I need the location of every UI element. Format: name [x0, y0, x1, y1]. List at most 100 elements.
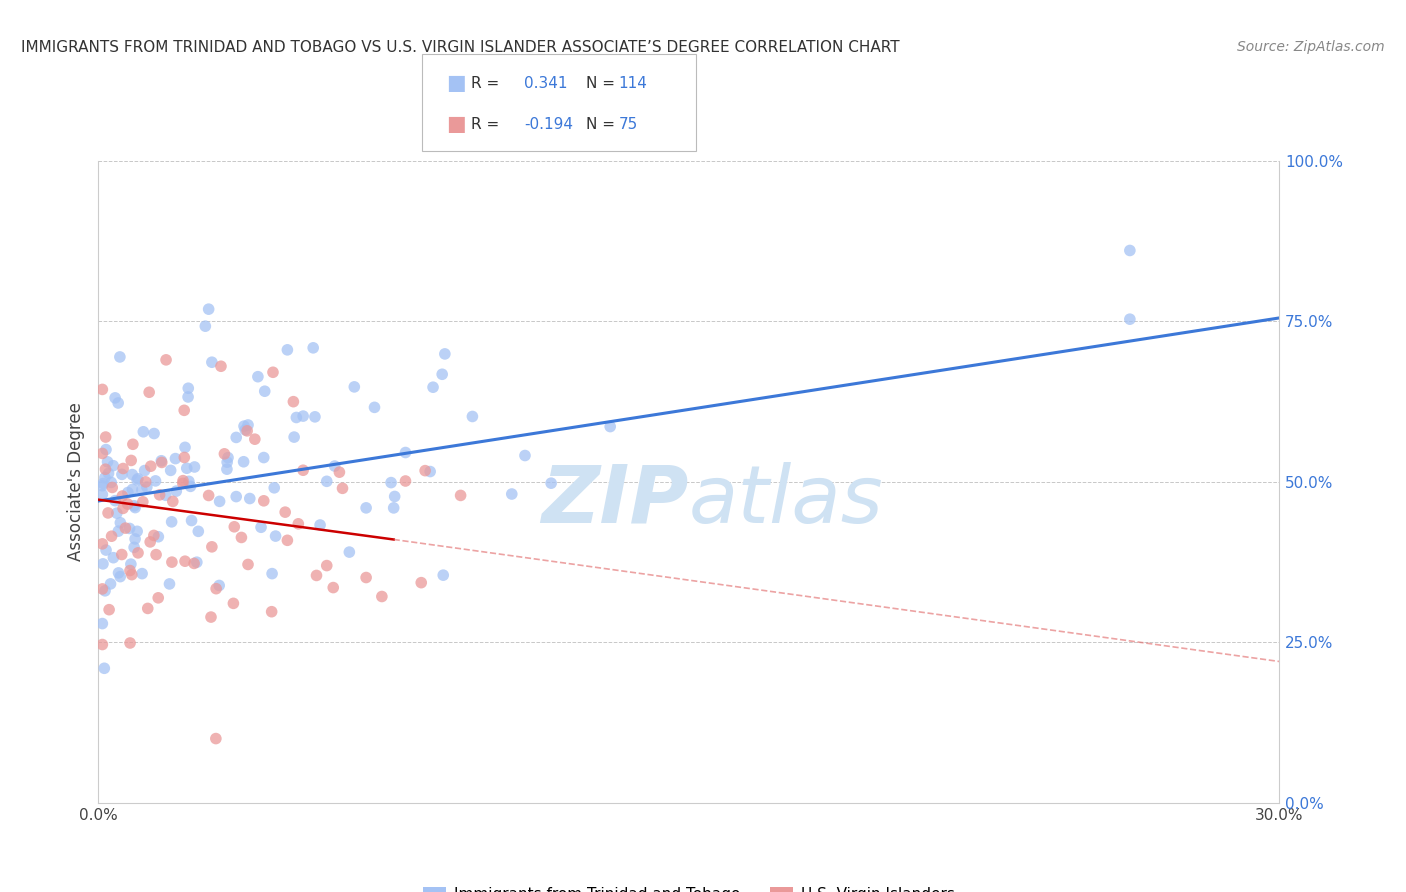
Point: [107, 566, 129, 580]
Point: [174, 554, 197, 568]
Point: [97, 506, 120, 520]
Point: [132, 495, 155, 509]
Text: Source: ZipAtlas.com: Source: ZipAtlas.com: [1237, 40, 1385, 54]
Point: [205, 582, 228, 596]
Point: [91, 446, 114, 460]
Text: ■: ■: [446, 73, 465, 94]
Point: [111, 548, 134, 562]
Point: [173, 403, 195, 417]
Point: [91, 479, 114, 493]
Text: N =: N =: [586, 76, 620, 91]
Point: [103, 458, 125, 473]
Point: [117, 497, 139, 511]
Point: [197, 488, 219, 502]
Point: [91, 616, 114, 631]
Point: [232, 455, 254, 469]
Point: [91, 487, 114, 501]
Point: [112, 501, 135, 516]
Point: [224, 520, 246, 534]
Point: [328, 465, 350, 479]
Point: [380, 475, 402, 490]
Point: [136, 601, 159, 615]
Point: [127, 473, 149, 487]
Point: [139, 459, 162, 474]
Point: [422, 380, 444, 394]
Point: [197, 302, 219, 317]
Point: [177, 381, 200, 395]
Point: [107, 524, 129, 538]
Point: [104, 493, 127, 508]
Point: [176, 461, 198, 475]
Point: [111, 489, 134, 503]
Point: [1119, 312, 1142, 326]
Text: ■: ■: [446, 114, 465, 135]
Point: [215, 462, 238, 476]
Point: [138, 385, 160, 400]
Point: [127, 546, 149, 560]
Point: [150, 454, 173, 468]
Point: [177, 475, 200, 489]
Point: [120, 557, 142, 571]
Text: ZIP: ZIP: [541, 462, 689, 540]
Point: [200, 610, 222, 624]
Point: [304, 409, 326, 424]
Point: [177, 390, 200, 404]
Point: [315, 475, 337, 489]
Point: [110, 569, 132, 583]
Text: N =: N =: [586, 117, 620, 132]
Point: [105, 506, 128, 520]
Text: -0.194: -0.194: [524, 117, 574, 132]
Point: [91, 638, 114, 652]
Point: [186, 555, 208, 569]
Point: [91, 582, 114, 596]
Point: [100, 529, 122, 543]
Point: [305, 568, 328, 582]
Point: [263, 481, 285, 495]
Point: [283, 430, 305, 444]
Point: [165, 484, 187, 499]
Text: IMMIGRANTS FROM TRINIDAD AND TOBAGO VS U.S. VIRGIN ISLANDER ASSOCIATE’S DEGREE C: IMMIGRANTS FROM TRINIDAD AND TOBAGO VS U…: [21, 40, 900, 55]
Point: [165, 451, 187, 466]
Point: [501, 487, 523, 501]
Y-axis label: Associate's Degree: Associate's Degree: [67, 402, 86, 561]
Point: [384, 490, 406, 504]
Point: [143, 426, 166, 441]
Point: [419, 465, 441, 479]
Point: [132, 425, 155, 439]
Point: [285, 410, 308, 425]
Point: [159, 463, 181, 477]
Text: atlas: atlas: [689, 462, 884, 540]
Point: [94, 471, 117, 485]
Point: [183, 557, 205, 571]
Point: [394, 445, 416, 459]
Point: [236, 558, 259, 572]
Point: [250, 520, 273, 534]
Point: [120, 636, 142, 650]
Point: [127, 472, 149, 486]
Point: [96, 455, 118, 469]
Point: [121, 467, 143, 482]
Point: [122, 541, 145, 555]
Point: [253, 493, 276, 508]
Point: [110, 516, 132, 530]
Point: [180, 514, 202, 528]
Point: [225, 490, 247, 504]
Point: [231, 531, 253, 545]
Point: [513, 449, 536, 463]
Point: [149, 488, 172, 502]
Point: [208, 494, 231, 508]
Point: [108, 350, 131, 364]
Point: [194, 319, 217, 334]
Point: [205, 731, 228, 746]
Point: [276, 533, 298, 548]
Point: [117, 485, 139, 500]
Point: [148, 530, 170, 544]
Point: [292, 409, 315, 423]
Point: [382, 500, 405, 515]
Point: [160, 555, 183, 569]
Point: [222, 596, 245, 610]
Point: [413, 464, 436, 478]
Point: [260, 605, 283, 619]
Point: [214, 447, 236, 461]
Point: [432, 568, 454, 582]
